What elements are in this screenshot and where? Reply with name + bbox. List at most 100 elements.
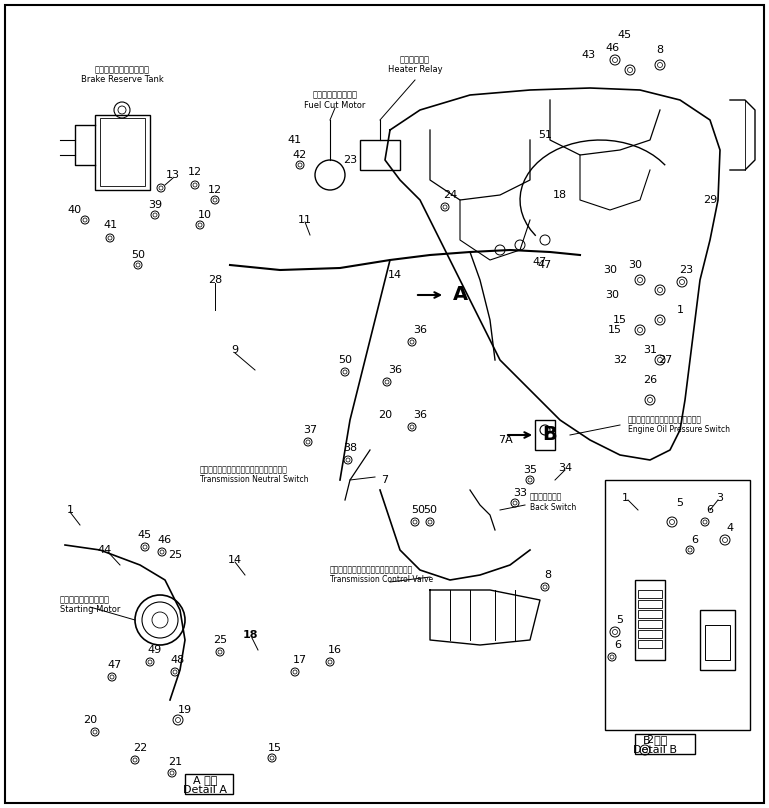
Text: 1: 1: [66, 505, 74, 515]
Text: ヒータリレー: ヒータリレー: [400, 56, 430, 65]
Text: 27: 27: [657, 355, 672, 365]
Bar: [635, 580, 665, 660]
Text: 50: 50: [131, 250, 145, 260]
Text: 50: 50: [423, 505, 437, 515]
Text: 18: 18: [242, 630, 258, 640]
Text: 43: 43: [581, 50, 595, 60]
Text: 34: 34: [558, 463, 572, 473]
Text: 23: 23: [679, 265, 693, 275]
Text: 24: 24: [443, 190, 457, 200]
Text: 22: 22: [133, 743, 147, 753]
Text: 25: 25: [213, 635, 227, 645]
Text: 13: 13: [166, 170, 180, 180]
Text: 6: 6: [707, 505, 714, 515]
Text: 46: 46: [158, 535, 172, 545]
Text: 12: 12: [208, 185, 222, 195]
Text: 49: 49: [148, 645, 162, 655]
Bar: [535, 420, 555, 450]
Text: B 詳細: B 詳細: [643, 735, 667, 745]
Text: 39: 39: [148, 200, 162, 210]
Text: 42: 42: [293, 150, 307, 160]
Text: スターティングモータ: スターティングモータ: [60, 595, 110, 604]
Text: 47: 47: [108, 660, 122, 670]
Bar: [638, 600, 662, 608]
Text: 51: 51: [538, 130, 552, 140]
Bar: [185, 774, 233, 794]
Text: Fuel Cut Motor: Fuel Cut Motor: [305, 100, 366, 110]
Text: 35: 35: [523, 465, 537, 475]
Text: 10: 10: [198, 210, 212, 220]
Text: 20: 20: [378, 410, 392, 420]
Text: Heater Relay: Heater Relay: [388, 65, 442, 74]
Text: Brake Reserve Tank: Brake Reserve Tank: [81, 75, 163, 85]
Text: Detail A: Detail A: [183, 785, 227, 795]
Text: 7A: 7A: [498, 435, 512, 445]
Text: Transmission Neutral Switch: Transmission Neutral Switch: [200, 475, 308, 485]
Text: 3: 3: [717, 493, 724, 503]
Text: 1: 1: [621, 493, 628, 503]
Bar: [705, 625, 730, 660]
Text: 8: 8: [657, 45, 664, 55]
Bar: [638, 590, 662, 598]
Text: 47: 47: [538, 260, 552, 270]
Text: 17: 17: [293, 655, 307, 665]
Text: 15: 15: [608, 325, 622, 335]
Text: 41: 41: [288, 135, 302, 145]
Text: 14: 14: [228, 555, 242, 565]
Text: 14: 14: [388, 270, 402, 280]
Text: A: A: [452, 285, 468, 305]
Text: 36: 36: [413, 325, 427, 335]
Text: 37: 37: [303, 425, 317, 435]
Text: Engine Oil Pressure Switch: Engine Oil Pressure Switch: [628, 426, 730, 435]
Text: エンジンオイルプレッシャスイッチ: エンジンオイルプレッシャスイッチ: [628, 415, 702, 424]
Text: 32: 32: [613, 355, 627, 365]
Bar: [605, 480, 750, 730]
Text: 38: 38: [343, 443, 357, 453]
Text: バックスイッチ: バックスイッチ: [530, 493, 562, 502]
Text: 30: 30: [605, 290, 619, 300]
Text: 45: 45: [618, 30, 632, 40]
Text: Starting Motor: Starting Motor: [60, 605, 121, 615]
Bar: [95, 115, 150, 190]
Text: 50: 50: [411, 505, 425, 515]
Text: 36: 36: [413, 410, 427, 420]
Text: 4: 4: [727, 523, 734, 533]
Bar: [360, 140, 400, 170]
Text: 7: 7: [381, 475, 388, 485]
Bar: [638, 610, 662, 618]
Text: ブレーキリザーブタンク: ブレーキリザーブタンク: [95, 65, 149, 74]
Text: 2: 2: [647, 735, 654, 745]
Text: 30: 30: [628, 260, 642, 270]
Text: 21: 21: [168, 757, 182, 767]
Text: 1: 1: [677, 305, 684, 315]
Text: 25: 25: [168, 550, 182, 560]
Bar: [638, 640, 662, 648]
Text: 26: 26: [643, 375, 657, 385]
Text: 41: 41: [103, 220, 117, 230]
Bar: [100, 118, 145, 186]
Text: 16: 16: [328, 645, 342, 655]
Text: 48: 48: [171, 655, 185, 665]
Text: 19: 19: [178, 705, 192, 715]
Text: 47: 47: [533, 257, 547, 267]
Text: 50: 50: [338, 355, 352, 365]
Text: 29: 29: [703, 195, 717, 205]
Bar: [635, 734, 695, 754]
Text: 33: 33: [513, 488, 527, 498]
Bar: [700, 610, 735, 670]
Bar: [638, 620, 662, 628]
Text: 9: 9: [231, 345, 238, 355]
Text: Detail B: Detail B: [633, 745, 677, 755]
Text: 20: 20: [83, 715, 97, 725]
Text: 44: 44: [98, 545, 112, 555]
Text: フエルカットモータ: フエルカットモータ: [312, 90, 358, 99]
Text: 5: 5: [617, 615, 624, 625]
Text: トランスミッションコントロールバルブ: トランスミッションコントロールバルブ: [330, 566, 413, 574]
Text: 6: 6: [614, 640, 621, 650]
Text: 11: 11: [298, 215, 312, 225]
Text: Back Switch: Back Switch: [530, 503, 576, 511]
Text: 23: 23: [343, 155, 357, 165]
Text: 28: 28: [208, 275, 222, 285]
Text: 36: 36: [388, 365, 402, 375]
Text: 8: 8: [544, 570, 551, 580]
